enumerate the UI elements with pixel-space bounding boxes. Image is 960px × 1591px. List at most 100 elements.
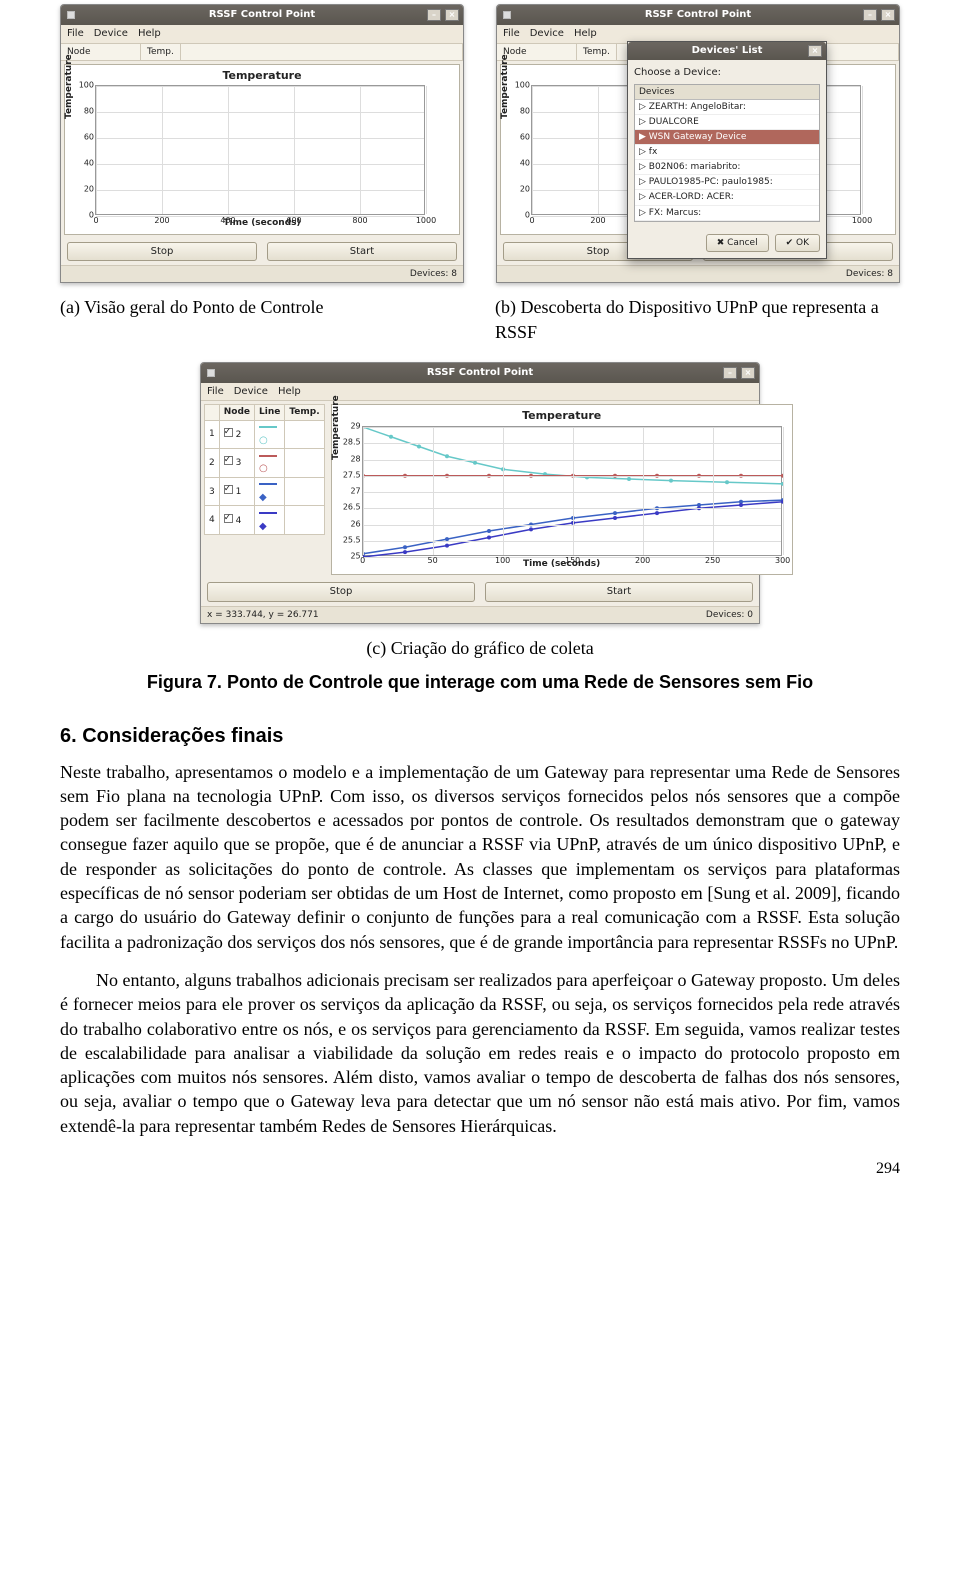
ytick: 26.5	[339, 503, 361, 514]
xtick: 300	[775, 556, 790, 567]
stop-button[interactable]: Stop	[207, 582, 475, 602]
table-row[interactable]: 1 2○	[205, 420, 325, 449]
cancel-button[interactable]: ✖ Cancel	[706, 234, 769, 252]
window-title: RSSF Control Point	[645, 8, 751, 22]
chart-title: Temperature	[336, 409, 788, 424]
line-swatch	[259, 426, 277, 428]
list-item[interactable]: ▷ PAULO1985-PC: paulo1985:	[635, 175, 819, 190]
col-line: Line	[255, 405, 285, 420]
status-devices: Devices: 8	[410, 268, 457, 280]
start-button[interactable]: Start	[485, 582, 753, 602]
line-swatch	[259, 483, 277, 485]
chart-title: Temperature	[69, 69, 455, 84]
xtick: 50	[428, 556, 438, 567]
menu-device[interactable]: Device	[530, 27, 564, 41]
xtick: 800	[352, 216, 367, 227]
minimize-icon[interactable]: –	[863, 9, 877, 21]
plot: 2525.52626.52727.52828.52905010015020025…	[362, 426, 782, 556]
status-devices: Devices: 0	[706, 609, 753, 621]
col-temp: Temp.	[141, 44, 181, 60]
list-item[interactable]: ▷ ZEARTH: AngeloBitar:	[635, 100, 819, 115]
list-header: Devices	[635, 85, 819, 100]
caption-c: (c) Criação do gráfico de coleta	[366, 638, 593, 658]
start-button[interactable]: Start	[267, 242, 457, 262]
chart-area: Temperature Temperature 0204060801000200…	[64, 64, 460, 235]
list-item[interactable]: ▷ B02N06: mariabrito:	[635, 160, 819, 175]
figure-caption: Figura 7. Ponto de Controle que interage…	[60, 670, 900, 694]
ytick: 80	[72, 107, 94, 118]
checkbox-icon[interactable]	[224, 485, 233, 494]
node-table: Node Line Temp. 1 2○2 3○3 1◆4 4◆	[204, 404, 325, 535]
menubar: File Device Help	[201, 383, 759, 402]
minimize-icon[interactable]: –	[427, 9, 441, 21]
close-icon[interactable]: ×	[881, 9, 895, 21]
status-devices: Devices: 8	[846, 268, 893, 280]
xtick: 250	[705, 556, 720, 567]
list-item[interactable]: ▷ DUALCORE	[635, 115, 819, 130]
button-bar: Stop Start	[61, 238, 463, 266]
status-bar: Devices: 8	[61, 265, 463, 282]
minimize-icon[interactable]: –	[723, 367, 737, 379]
stop-button[interactable]: Stop	[67, 242, 257, 262]
menu-help[interactable]: Help	[278, 385, 301, 399]
ytick: 27.5	[339, 471, 361, 482]
list-item[interactable]: ▷ fx	[635, 145, 819, 160]
checkbox-icon[interactable]	[224, 428, 233, 437]
ytick: 28	[339, 454, 361, 465]
list-item[interactable]: ▷ FX: Marcus:	[635, 206, 819, 221]
menu-help[interactable]: Help	[138, 27, 161, 41]
devices-dialog: Devices' List × Choose a Device: Devices…	[627, 41, 827, 259]
xtick: 0	[529, 216, 534, 227]
list-item[interactable]: ▶ WSN Gateway Device	[635, 130, 819, 145]
table-row[interactable]: 4 4◆	[205, 506, 325, 535]
close-icon[interactable]: ×	[445, 9, 459, 21]
xtick: 1000	[852, 216, 872, 227]
line-swatch	[259, 455, 277, 457]
ytick: 26	[339, 519, 361, 530]
col-check	[205, 405, 220, 420]
menu-file[interactable]: File	[207, 385, 224, 399]
button-bar: Stop Start	[201, 578, 759, 606]
table-row[interactable]: 3 1◆	[205, 477, 325, 506]
ytick: 100	[508, 81, 530, 92]
dialog-prompt: Choose a Device:	[634, 66, 820, 80]
ytick: 80	[508, 107, 530, 118]
ytick: 28.5	[339, 438, 361, 449]
dialog-close-icon[interactable]: ×	[808, 45, 822, 57]
checkbox-icon[interactable]	[224, 456, 233, 465]
menu-file[interactable]: File	[503, 27, 520, 41]
titlebar: RSSF Control Point – ×	[497, 5, 899, 25]
ok-button[interactable]: ✔ OK	[775, 234, 820, 252]
x-axis-label: Time (seconds)	[69, 217, 455, 229]
ytick: 29	[339, 422, 361, 433]
line-swatch	[259, 512, 277, 514]
ytick: 0	[508, 211, 530, 222]
xtick: 150	[565, 556, 580, 567]
ytick: 0	[72, 211, 94, 222]
status-coords: x = 333.744, y = 26.771	[207, 609, 319, 621]
xtick: 100	[495, 556, 510, 567]
checkbox-icon[interactable]	[224, 514, 233, 523]
ytick: 25.5	[339, 536, 361, 547]
window-c: RSSF Control Point – × File Device Help …	[200, 362, 760, 624]
menu-file[interactable]: File	[67, 27, 84, 41]
status-bar: x = 333.744, y = 26.771 Devices: 0	[201, 606, 759, 623]
menu-device[interactable]: Device	[94, 27, 128, 41]
titlebar: RSSF Control Point – ×	[201, 363, 759, 383]
table-row[interactable]: 2 3○	[205, 449, 325, 478]
ytick: 20	[72, 185, 94, 196]
paragraph-2: No entanto, alguns trabalhos adicionais …	[60, 968, 900, 1138]
caption-b: (b) Descoberta do Dispositivo UPnP que r…	[495, 295, 900, 344]
list-item[interactable]: ▷ ACER-LORD: ACER:	[635, 190, 819, 205]
menu-device[interactable]: Device	[234, 385, 268, 399]
chart-area: Temperature Temperature 2525.52626.52727…	[331, 404, 793, 575]
paragraph-1: Neste trabalho, apresentamos o modelo e …	[60, 760, 900, 954]
close-icon[interactable]: ×	[741, 367, 755, 379]
ytick: 25	[339, 552, 361, 563]
xtick: 0	[360, 556, 365, 567]
ytick: 40	[72, 159, 94, 170]
page-number: 294	[60, 1158, 900, 1180]
menu-help[interactable]: Help	[574, 27, 597, 41]
xtick: 400	[220, 216, 235, 227]
window-title: RSSF Control Point	[427, 366, 533, 380]
